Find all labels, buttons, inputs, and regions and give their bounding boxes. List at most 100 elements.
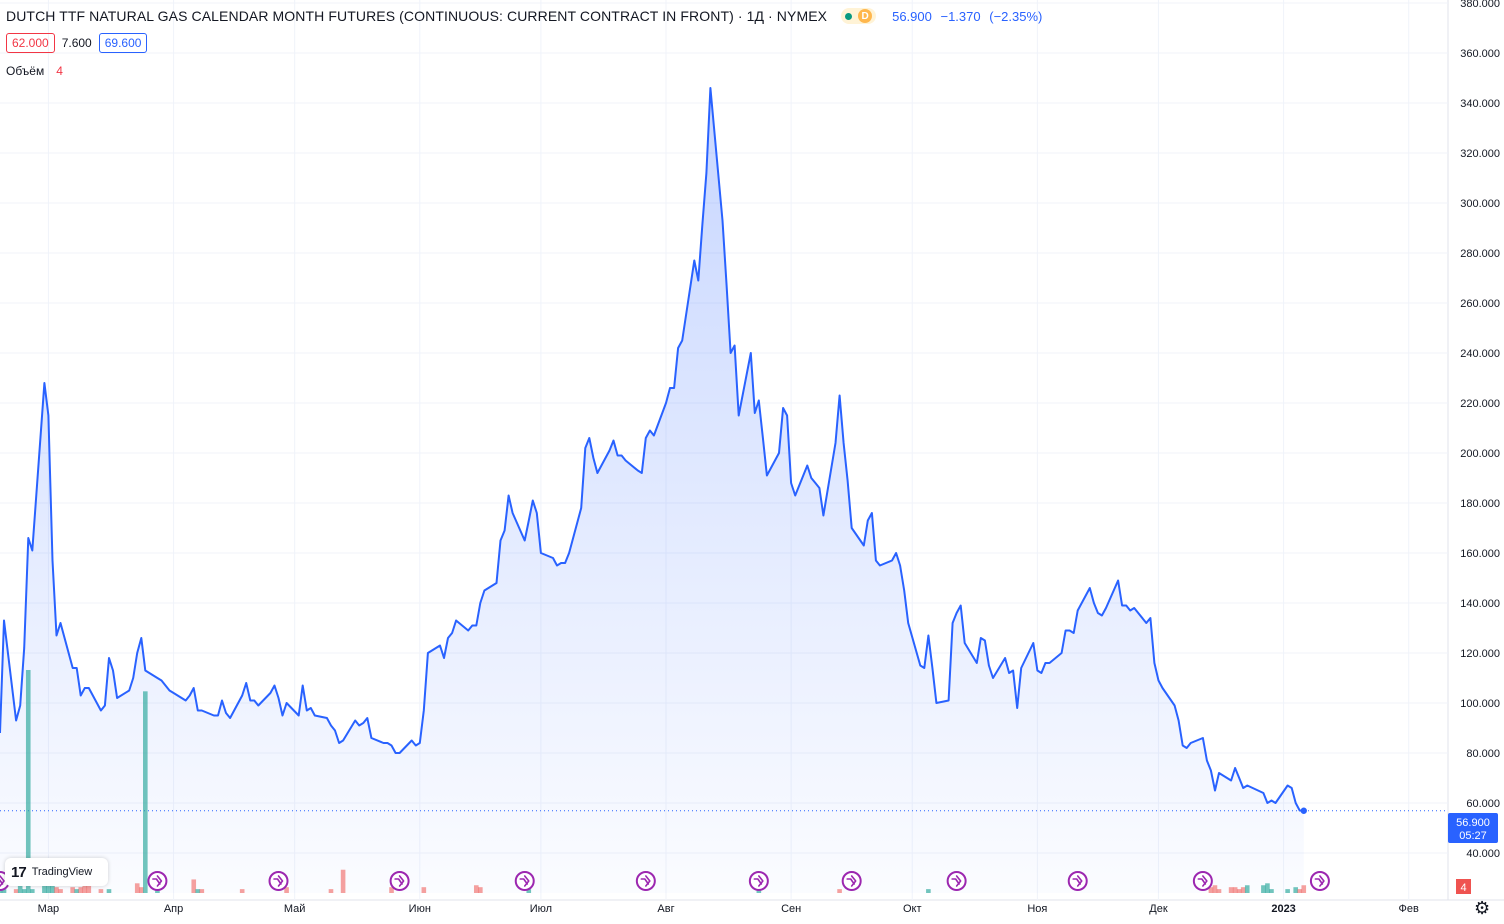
buy-price-button[interactable]: 69.600 — [98, 33, 148, 53]
market-open-dot-icon — [845, 12, 853, 20]
gear-icon[interactable]: ⚙ — [1474, 898, 1491, 918]
market-status[interactable]: D — [841, 8, 877, 24]
volume-bar — [195, 889, 201, 893]
y-tick-label: 120.000 — [1460, 648, 1500, 660]
volume-bar — [17, 885, 23, 893]
volume-bar — [1, 889, 7, 893]
y-tick-label: 220.000 — [1460, 398, 1500, 410]
price-area — [0, 87, 1448, 893]
x-tick-label: Сен — [781, 903, 801, 915]
quote: 56.900 −1.370 (−2.35%) — [892, 9, 1047, 24]
volume-bar — [837, 889, 842, 893]
volume-bar — [21, 889, 27, 893]
bid-ask-row: 62.000 7.600 69.600 — [6, 33, 148, 53]
delayed-data-icon: D — [858, 9, 873, 23]
y-tick-label: 260.000 — [1460, 298, 1500, 310]
x-tick-label: Мар — [38, 903, 60, 915]
arrow-circle-icon — [394, 875, 405, 887]
x-tick-label: Апр — [164, 903, 183, 915]
arrow-circle-icon — [1197, 875, 1208, 887]
last-price-countdown: 05:27 — [1459, 830, 1487, 842]
arrow-circle-icon — [640, 875, 651, 887]
volume-bar — [1232, 887, 1238, 893]
volume-bar — [155, 889, 160, 893]
volume-bar — [134, 883, 140, 893]
volume-bar — [1301, 885, 1307, 893]
volume-bar — [340, 869, 346, 893]
volume-bar — [1208, 887, 1214, 893]
volume-legend[interactable]: Объём 4 — [6, 64, 63, 78]
y-tick-label: 40.000 — [1466, 848, 1500, 860]
volume-bar — [78, 887, 84, 893]
volume-bar — [473, 885, 479, 893]
tradingview-logo[interactable]: 17 TradingView — [5, 858, 108, 886]
last-price-value: 56.900 — [1456, 817, 1490, 829]
volume-bar — [25, 670, 31, 893]
y-tick-label: 340.000 — [1460, 98, 1500, 110]
volume-bar — [1293, 887, 1298, 893]
symbol-title[interactable]: DUTCH TTF NATURAL GAS CALENDAR MONTH FUT… — [6, 8, 828, 24]
event-markers[interactable] — [0, 871, 1330, 891]
y-tick-label: 160.000 — [1460, 548, 1500, 560]
volume-bar — [1216, 889, 1222, 893]
volume-bar — [284, 887, 289, 893]
y-tick-label: 240.000 — [1460, 348, 1500, 360]
last-price-label: 56.900 05:27 — [1448, 813, 1498, 843]
chart-header: DUTCH TTF NATURAL GAS CALENDAR MONTH FUT… — [6, 6, 1047, 26]
volume-badge-bg — [1456, 879, 1471, 894]
volume-badge-value: 4 — [1460, 882, 1466, 894]
x-tick-label: Авг — [657, 903, 674, 915]
last-price-label-bg — [1448, 813, 1498, 843]
volume-bar — [756, 889, 762, 893]
volume-bar — [50, 885, 55, 893]
last-price: 56.900 — [892, 8, 932, 24]
arrow-circle-icon — [951, 875, 962, 887]
x-tick-label: Июн — [409, 903, 431, 915]
y-tick-label: 360.000 — [1460, 48, 1500, 60]
arrow-circle-icon — [1072, 875, 1083, 887]
volume-bar — [13, 889, 19, 893]
y-tick-label: 300.000 — [1460, 198, 1500, 210]
price-change-pct: (−2.35%) — [989, 8, 1043, 24]
arrow-circle-icon — [846, 875, 857, 887]
y-tick-label: 80.000 — [1466, 748, 1500, 760]
volume-bar — [29, 889, 35, 893]
x-tick-label: Май — [284, 903, 306, 915]
volume-value: 4 — [56, 64, 63, 78]
x-tick-label: Окт — [903, 903, 922, 915]
volume-bar — [328, 889, 334, 893]
y-tick-label: 100.000 — [1460, 698, 1500, 710]
volume-badge: 4 — [1456, 879, 1471, 894]
volume-bar — [199, 889, 205, 893]
tradingview-logo-text: TradingView — [31, 866, 93, 878]
x-tick-label: Дек — [1149, 903, 1168, 915]
volume-bar — [143, 691, 148, 893]
sell-price-button[interactable]: 62.000 — [6, 33, 55, 53]
tradingview-mark-icon: 17 — [11, 863, 27, 881]
volume-bar — [389, 887, 394, 893]
volume-bar — [86, 879, 92, 893]
volume-bar — [1244, 885, 1250, 893]
volume-bar — [42, 885, 47, 893]
time-axis[interactable]: Мар Апр Май Июн Июл Авг Сен Окт Ноя Дек 2023 Фев — [38, 903, 1419, 915]
volume-bar — [98, 889, 104, 893]
x-tick-label: 2023 — [1271, 903, 1295, 915]
volume-bar — [1269, 889, 1274, 893]
volume-bar — [1261, 885, 1266, 893]
volume-bar — [58, 889, 63, 893]
y-tick-label: 320.000 — [1460, 148, 1500, 160]
price-axis[interactable]: 40.000 60.000 80.000 100.000 120.000 140.000 1… — [1460, 0, 1500, 860]
volume-bar — [1228, 887, 1234, 893]
y-tick-label: 380.000 — [1460, 0, 1500, 10]
volume-bar — [1236, 889, 1242, 893]
volume-bars — [0, 670, 1307, 893]
price-area-fill — [0, 88, 1304, 893]
x-tick-label: Июл — [530, 903, 552, 915]
volume-bar — [1240, 887, 1246, 893]
y-tick-label: 60.000 — [1466, 798, 1500, 810]
y-tick-label: 180.000 — [1460, 498, 1500, 510]
volume-bar — [1212, 885, 1218, 893]
y-tick-label: 140.000 — [1460, 598, 1500, 610]
volume-bar — [46, 885, 51, 893]
